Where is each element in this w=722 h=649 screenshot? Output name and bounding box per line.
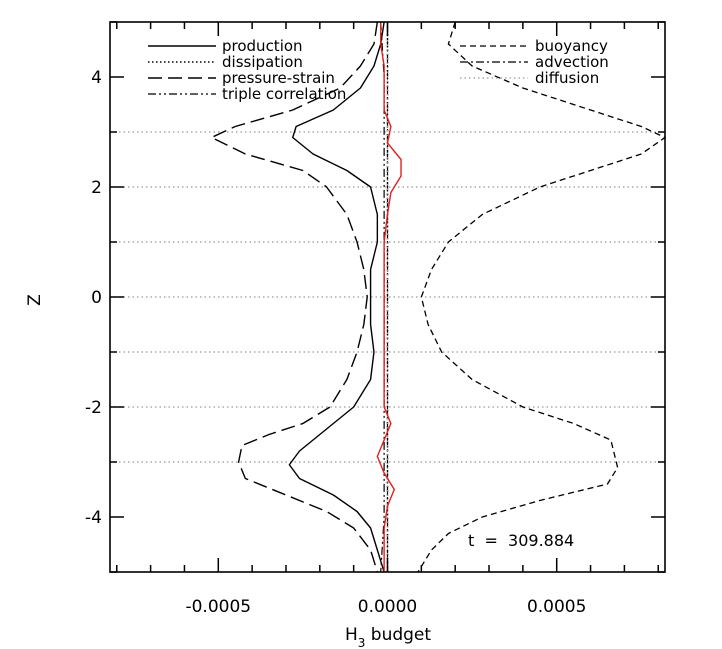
x-tick-label-1: 0.0000 [358,597,417,617]
legend-label-left-2: pressure-strain [222,69,335,87]
series-buoyancy [417,21,666,573]
legend-label-left-1: dissipation [222,53,303,71]
x-axis-label-main: H [345,625,358,645]
series-group [210,21,666,573]
x-axis-label: H3 budget [345,625,431,649]
legend: productiondissipationpressure-straintrip… [148,37,609,103]
x-axis-label-subscript: 3 [358,636,366,649]
series-pressure-strain [210,21,379,573]
y-tick-label-1: -2 [85,398,102,418]
tick-marks [110,21,665,573]
y-tick-label-3: 2 [91,178,102,198]
series-production [288,21,385,573]
legend-label-right-1: advection [535,53,609,71]
legend-label-left-0: production [222,37,303,55]
x-axis-label-suffix: budget [365,625,431,645]
y-axis-label: Z [25,294,45,306]
x-tick-label-0: -0.0005 [185,597,251,617]
x-tick-label-2: 0.0005 [527,597,586,617]
y-tick-label-4: 4 [91,68,102,88]
legend-label-right-0: buoyancy [535,37,608,55]
legend-label-left-3: triple correlation [222,85,346,103]
time-annotation: t = 309.884 [468,531,574,550]
legend-label-right-2: diffusion [535,69,599,87]
tick-labels: -0.0005 0.0000 0.0005 -4 -2 0 2 4 [85,68,586,617]
series-red-trace [376,22,402,572]
y-tick-label-2: 0 [91,288,102,308]
y-tick-label-0: -4 [85,508,102,528]
